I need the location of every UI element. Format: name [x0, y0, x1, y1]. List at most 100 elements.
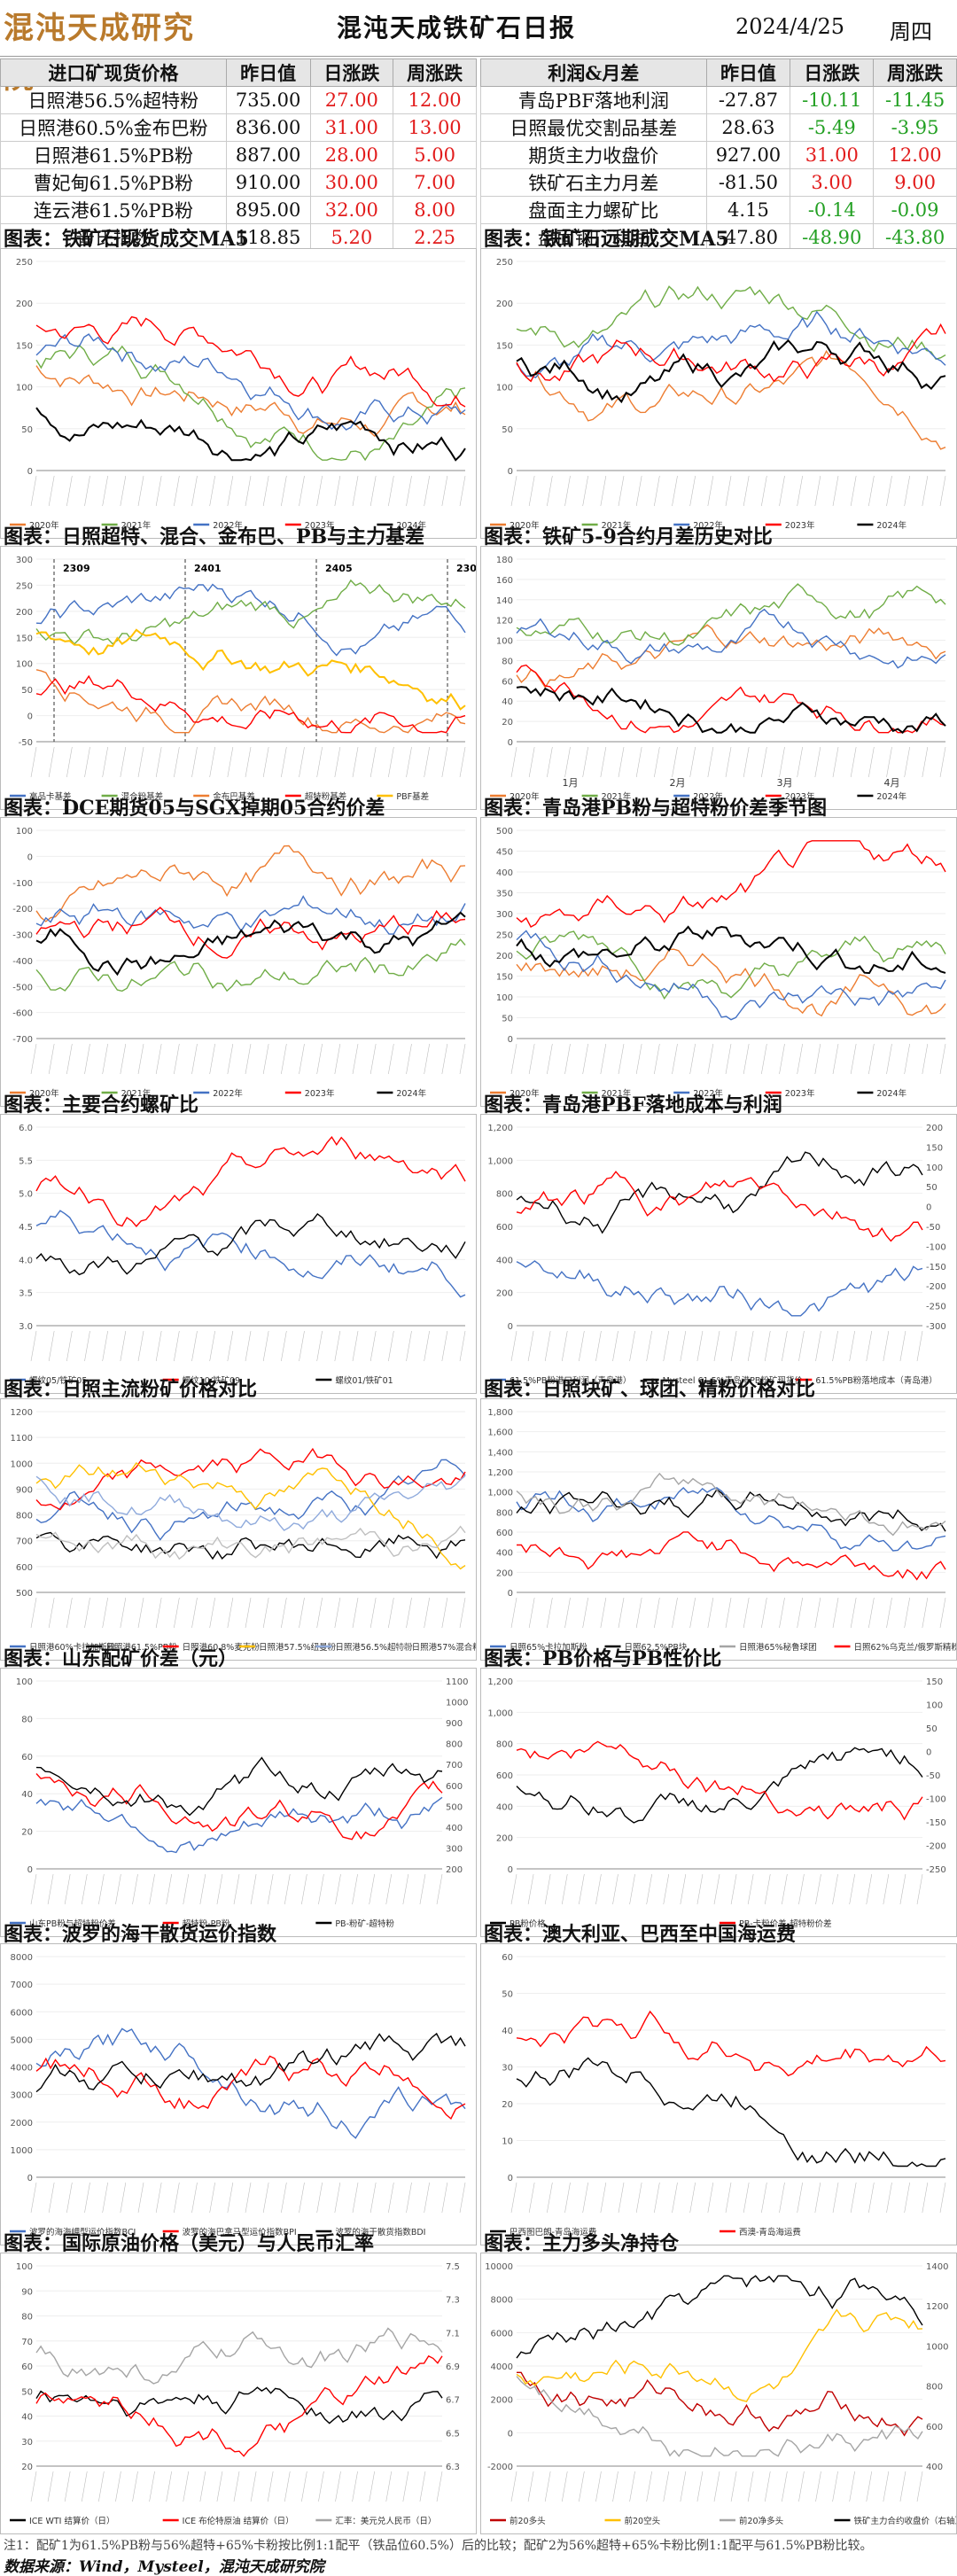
y-tick-label: 0 [508, 2174, 513, 2183]
x-label: 4月 [884, 777, 900, 789]
x-tick-stub [707, 1597, 714, 1629]
x-tick-stub [725, 746, 732, 778]
chart-panel: 100 80 60 40 20 0 1100 1000 900 800 700 600 500 400 30… [0, 1668, 477, 1937]
legend-entry: 2020年 [510, 1088, 540, 1099]
x-tick-stub [30, 1597, 37, 1629]
x-tick-stub [680, 2471, 687, 2502]
table-cell: -47.80 [705, 223, 791, 252]
legend-entry: 2022年 [213, 520, 243, 531]
x-tick-stub [564, 746, 571, 778]
table-cell: 7.00 [393, 168, 477, 197]
y2-tick-label: 300 [446, 1844, 463, 1854]
table-cell: 青岛PBF落地利润 [480, 86, 707, 114]
chart-panel: 300 250 200 150 100 50 0 -50 2309 2401 2405 2305 高品卡… [0, 546, 484, 810]
legend-entry: 波罗的海海岬型运价指数BCI [29, 2227, 136, 2237]
x-tick-stub [814, 475, 821, 507]
x-tick-stub [120, 1330, 127, 1362]
x-tick-stub [335, 1873, 341, 1905]
chart-title: 图表：日照块矿、球团、精粉价格对比 [484, 1378, 816, 1401]
legend-entry: 日照62%乌克兰/俄罗斯精粉 [854, 1642, 957, 1653]
x-tick-stub [388, 2182, 394, 2214]
legend-entry: 2020年 [510, 791, 540, 802]
x-tick-stub [579, 1873, 585, 1905]
series-line [516, 1260, 923, 1317]
y-tick-label: 50 [21, 686, 33, 696]
series-line [35, 315, 466, 408]
y-tick-label: 0 [508, 1035, 513, 1045]
chart-panel: 100 90 80 70 60 50 40 30 20 7.5 7.3 7.1 6.9 6.7 6.5 6.3… [0, 2253, 477, 2534]
table-cell: 日照港60.5%金布巴粉 [0, 113, 227, 142]
x-tick-stub [48, 1043, 55, 1075]
x-tick-stub [868, 475, 875, 507]
x-tick-stub [510, 1873, 517, 1905]
x-tick-stub [663, 2471, 670, 2502]
x-tick-stub [227, 1597, 234, 1629]
x-tick-stub [689, 1597, 696, 1629]
x-tick-stub [725, 1597, 732, 1629]
x-tick-stub [680, 1330, 687, 1362]
x-tick-stub [713, 2471, 720, 2502]
series-line [35, 407, 466, 462]
chart-svg: 180 160 140 120 100 80 60 40 20 0 1月 2月 3月 4月 2020年 202… [490, 556, 946, 802]
x-tick-stub [262, 1330, 269, 1362]
x-tick-stub [66, 746, 73, 778]
x-tick-stub [174, 746, 180, 778]
x-tick-stub [654, 1043, 660, 1075]
x-tick-stub [334, 1043, 341, 1075]
y-tick-label: 3.0 [19, 1322, 33, 1332]
y-tick-label: 0 [27, 2174, 33, 2183]
legend-entry: 巴西图巴朗-青岛海运费 [510, 2227, 596, 2237]
y-tick-label: 1,200 [487, 1468, 513, 1478]
x-tick-stub [510, 1043, 517, 1075]
x-tick-stub [250, 1873, 257, 1905]
y-tick-label: 20 [502, 718, 513, 728]
series-line [516, 339, 946, 404]
table-header: 进口矿现货价格 [0, 58, 227, 87]
x-tick-stub [149, 1873, 155, 1905]
x-tick-stub [137, 1043, 144, 1075]
x-tick-stub [84, 1597, 90, 1629]
x-tick-stub [209, 746, 215, 778]
y2-tick-label: 6.7 [446, 2396, 460, 2406]
table-cell: -3.95 [873, 113, 957, 142]
legend-entry: 山东PB粉与超特粉价差 [29, 1918, 116, 1929]
x-tick-stub [646, 1330, 652, 1362]
x-tick-stub [209, 2182, 215, 2214]
legend-entry: PBF基差 [396, 791, 429, 802]
x-tick-stub [370, 1330, 377, 1362]
chart-panel: 180 160 140 120 100 80 60 40 20 0 1月 2月 3月 4月 2020年 202… [480, 546, 957, 810]
x-tick-stub [797, 475, 803, 507]
x-tick-stub [66, 1597, 73, 1629]
x-tick-stub [316, 1330, 323, 1362]
x-tick-stub [672, 746, 678, 778]
y-tick-label: 6000 [491, 2329, 513, 2339]
y2-tick-label: 7.1 [446, 2329, 460, 2339]
table-cell: 9.00 [873, 168, 957, 197]
x-tick-stub [761, 475, 767, 507]
x-tick-stub [672, 2182, 678, 2214]
y-tick-label: 700 [16, 1537, 33, 1547]
chart-panel: 10000 8000 6000 4000 2000 0 -2000 1400 1200 1000 8… [480, 2253, 957, 2534]
legend-entry: 波罗的海巴拿马型运价指数BPI [183, 2227, 297, 2237]
table-cell: 8.00 [393, 196, 477, 224]
table-cell: -5.49 [790, 113, 875, 142]
x-tick-stub [318, 2471, 324, 2502]
x-tick-stub [209, 475, 215, 507]
x-tick-stub [216, 2471, 223, 2502]
legend-entry: 日照65%卡拉加斯粉 [510, 1642, 587, 1653]
y-tick-label: 1000 [11, 1459, 33, 1469]
x-tick-stub [707, 1043, 714, 1075]
x-tick-stub [886, 1597, 892, 1629]
x-tick-stub [299, 1330, 305, 1362]
x-tick-stub [334, 1597, 341, 1629]
x-tick-stub [281, 2182, 287, 2214]
table-header: 周涨跌 [873, 58, 957, 87]
table-header: 日涨跌 [790, 58, 875, 87]
y-tick-label: 100 [496, 384, 513, 393]
y-tick-label: 3.5 [19, 1289, 33, 1299]
contract-label: 2401 [194, 563, 222, 574]
chart-svg: 8000 7000 6000 5000 4000 3000 2000 1000 0 波罗的海海岬型… [10, 1953, 466, 2237]
x-tick-stub [725, 1043, 732, 1075]
y-tick-label: 100 [16, 827, 33, 837]
x-tick-stub [209, 1043, 215, 1075]
